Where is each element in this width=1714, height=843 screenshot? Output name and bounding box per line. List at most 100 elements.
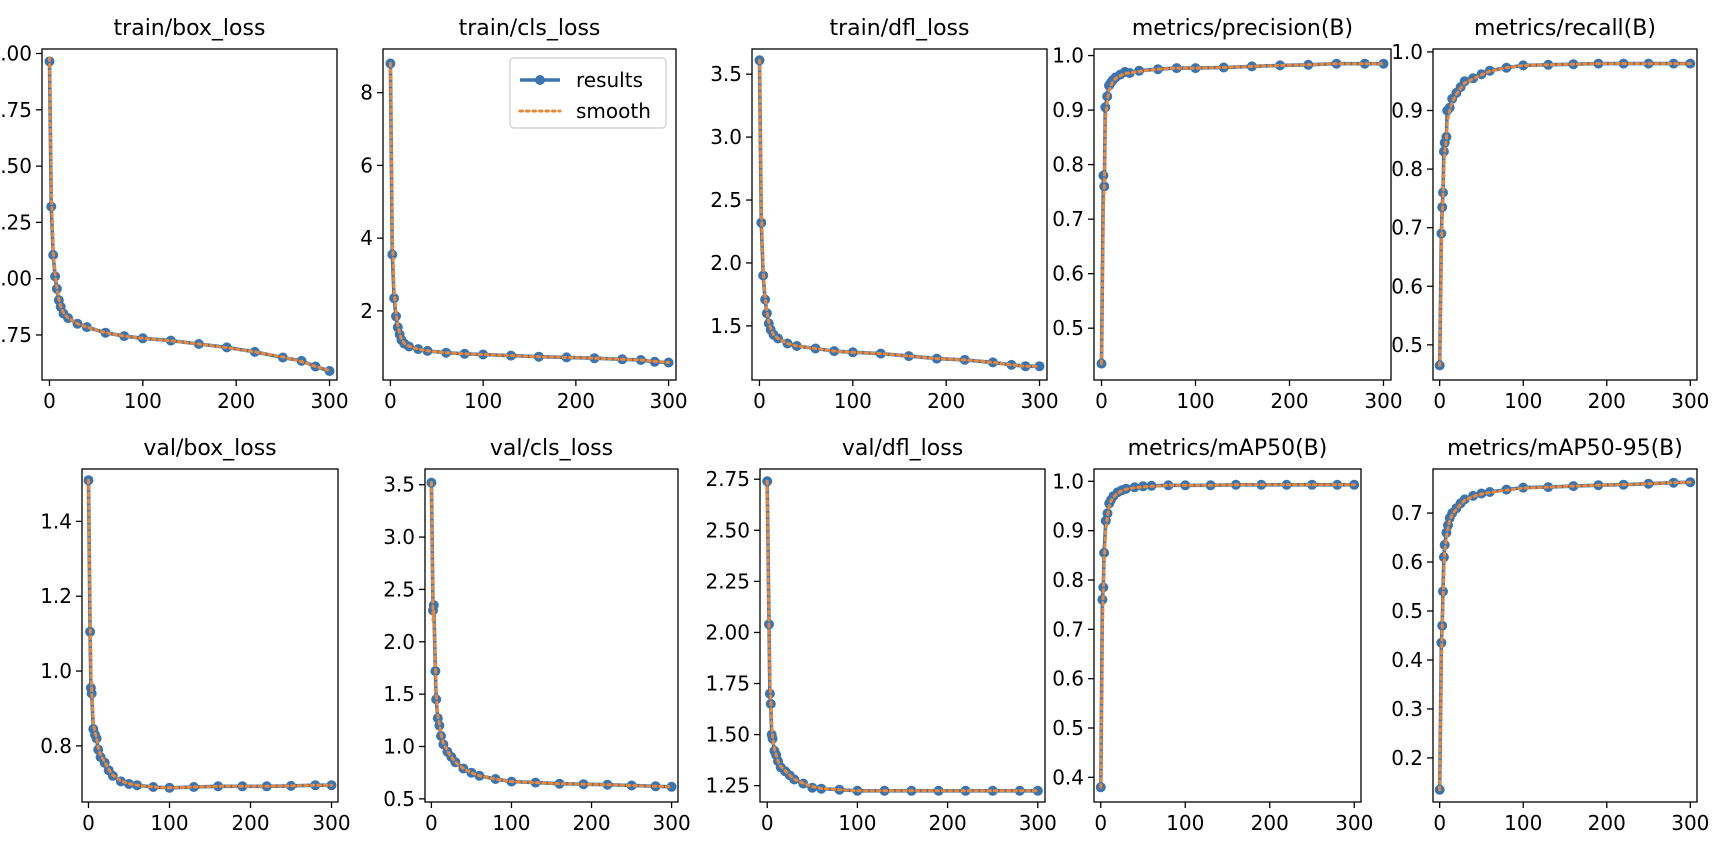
x-tick-label: 200 — [572, 811, 610, 835]
y-tick-label: 2.00 — [0, 42, 32, 66]
x-tick-label: 100 — [834, 389, 872, 413]
series-smooth-line — [1438, 62, 1692, 367]
y-tick-label: 0.9 — [1052, 519, 1084, 543]
panel-title: train/cls_loss — [459, 16, 601, 41]
y-tick-label: 0.5 — [1052, 316, 1084, 340]
x-tick-label: 100 — [150, 811, 188, 835]
y-tick-label: 0.8 — [1052, 153, 1084, 177]
data-point — [903, 351, 914, 362]
series-results-line — [47, 61, 331, 373]
y-tick-label: 1.50 — [705, 723, 750, 747]
data-point — [310, 780, 321, 791]
x-tick-label: 300 — [1335, 811, 1373, 835]
y-tick-label: 0.7 — [1391, 501, 1423, 525]
x-tick-label: 100 — [1166, 811, 1204, 835]
y-tick-label: 1.25 — [0, 210, 32, 234]
axes-frame — [1093, 48, 1392, 381]
y-tick-label: 3.0 — [383, 525, 415, 549]
y-tick-label: 1.50 — [0, 154, 32, 178]
x-tick-label: 200 — [927, 389, 965, 413]
data-point — [626, 780, 637, 791]
series-smooth-line — [87, 478, 333, 790]
series-results-line — [429, 482, 672, 789]
data-point — [1378, 58, 1389, 69]
panel-metrics-map50-95-b: metrics/mAP50-95(B) 0 100 200 300 0.2 0.3 0.4 0.… — [1391, 436, 1709, 835]
x-tick-label: 0 — [1094, 811, 1107, 835]
y-tick-label: 2.0 — [383, 630, 415, 654]
x-tick-label: 300 — [310, 389, 348, 413]
data-point — [1034, 361, 1045, 372]
x-tick-label: 200 — [1588, 389, 1626, 413]
series-results-line — [1099, 482, 1355, 788]
data-point — [1359, 58, 1370, 69]
data-point — [764, 688, 775, 699]
x-tick-label: 100 — [838, 811, 876, 835]
axes-frame — [382, 48, 677, 381]
x-tick-label: 200 — [1588, 811, 1626, 835]
panel-title: metrics/mAP50(B) — [1128, 436, 1328, 461]
series-results-line — [765, 481, 1038, 793]
series-smooth-line — [765, 479, 1040, 793]
x-tick-label: 200 — [231, 811, 269, 835]
y-tick-label: 0.7 — [1391, 216, 1423, 240]
panel-title: metrics/recall(B) — [1474, 16, 1656, 41]
x-tick-label: 200 — [1251, 811, 1289, 835]
x-tick-label: 300 — [1020, 389, 1058, 413]
y-tick-label: 0.6 — [1052, 667, 1084, 691]
y-tick-label: 1.75 — [0, 98, 32, 122]
x-tick-label: 100 — [464, 389, 502, 413]
x-tick-label: 300 — [1671, 811, 1709, 835]
data-point — [666, 781, 677, 792]
data-point — [478, 349, 489, 360]
data-point — [148, 782, 159, 792]
data-point — [987, 785, 998, 796]
data-point — [100, 327, 111, 338]
panel-metrics-precision-b: metrics/precision(B) 0 100 200 300 0.5 0.6 0.7 0… — [1052, 16, 1402, 413]
data-point — [434, 720, 445, 731]
data-point — [1459, 76, 1470, 87]
y-tick-label: 1.25 — [705, 774, 750, 798]
y-tick-label: 0.7 — [1052, 617, 1084, 641]
x-tick-label: 100 — [1504, 389, 1542, 413]
y-tick-label: 2.75 — [705, 467, 750, 491]
data-point — [1163, 480, 1174, 491]
panel-val-box-loss: val/box_loss 0 100 200 300 0.8 1.0 1.2 1.4 — [40, 436, 350, 835]
data-point — [1332, 479, 1343, 490]
axes-frame — [81, 468, 339, 803]
panel-train-dfl-loss: train/dfl_loss 0 100 200 300 1.5 2.0 2.5 3.0 3.5 — [710, 16, 1058, 413]
x-tick-label: 300 — [1671, 389, 1709, 413]
axes-frame — [1093, 468, 1362, 803]
y-tick-label: 6 — [360, 153, 373, 177]
legend-label-smooth: smooth — [576, 99, 651, 123]
x-tick-label: 300 — [649, 389, 687, 413]
y-tick-label: 0.9 — [1052, 98, 1084, 122]
y-tick-label: 4 — [360, 226, 373, 250]
x-tick-label: 200 — [217, 389, 255, 413]
series-results-line — [86, 480, 332, 790]
y-tick-label: 3.0 — [710, 125, 742, 149]
data-point — [1032, 785, 1043, 796]
series-smooth-line — [1438, 480, 1692, 792]
series-results-line — [757, 60, 1040, 369]
data-point — [213, 781, 224, 792]
x-tick-label: 200 — [929, 811, 967, 835]
x-tick-label: 0 — [1433, 389, 1446, 413]
y-tick-label: 0.75 — [0, 323, 32, 347]
y-tick-label: 0.8 — [40, 734, 72, 758]
panel-metrics-map50-b: metrics/mAP50(B) 0 100 200 300 0.4 0.5 0.6 0.7 0.… — [1052, 436, 1373, 835]
x-tick-label: 0 — [425, 811, 438, 835]
series-results-line — [1437, 480, 1691, 790]
y-tick-label: 0.5 — [383, 787, 415, 811]
series-smooth-line — [1099, 483, 1356, 789]
y-tick-label: 0.9 — [1391, 99, 1423, 123]
data-point — [413, 344, 424, 355]
x-tick-label: 0 — [761, 811, 774, 835]
legend: results smooth — [509, 57, 667, 129]
panel-metrics-recall-b: metrics/recall(B) 0 100 200 300 0.5 0.6 0.7 0.8 0… — [1391, 16, 1709, 413]
y-tick-label: 1.5 — [383, 682, 415, 706]
axes-frame — [1432, 48, 1698, 381]
y-tick-label: 0.6 — [1391, 274, 1423, 298]
y-tick-label: 2.5 — [710, 188, 742, 212]
legend-results-marker — [535, 75, 545, 85]
